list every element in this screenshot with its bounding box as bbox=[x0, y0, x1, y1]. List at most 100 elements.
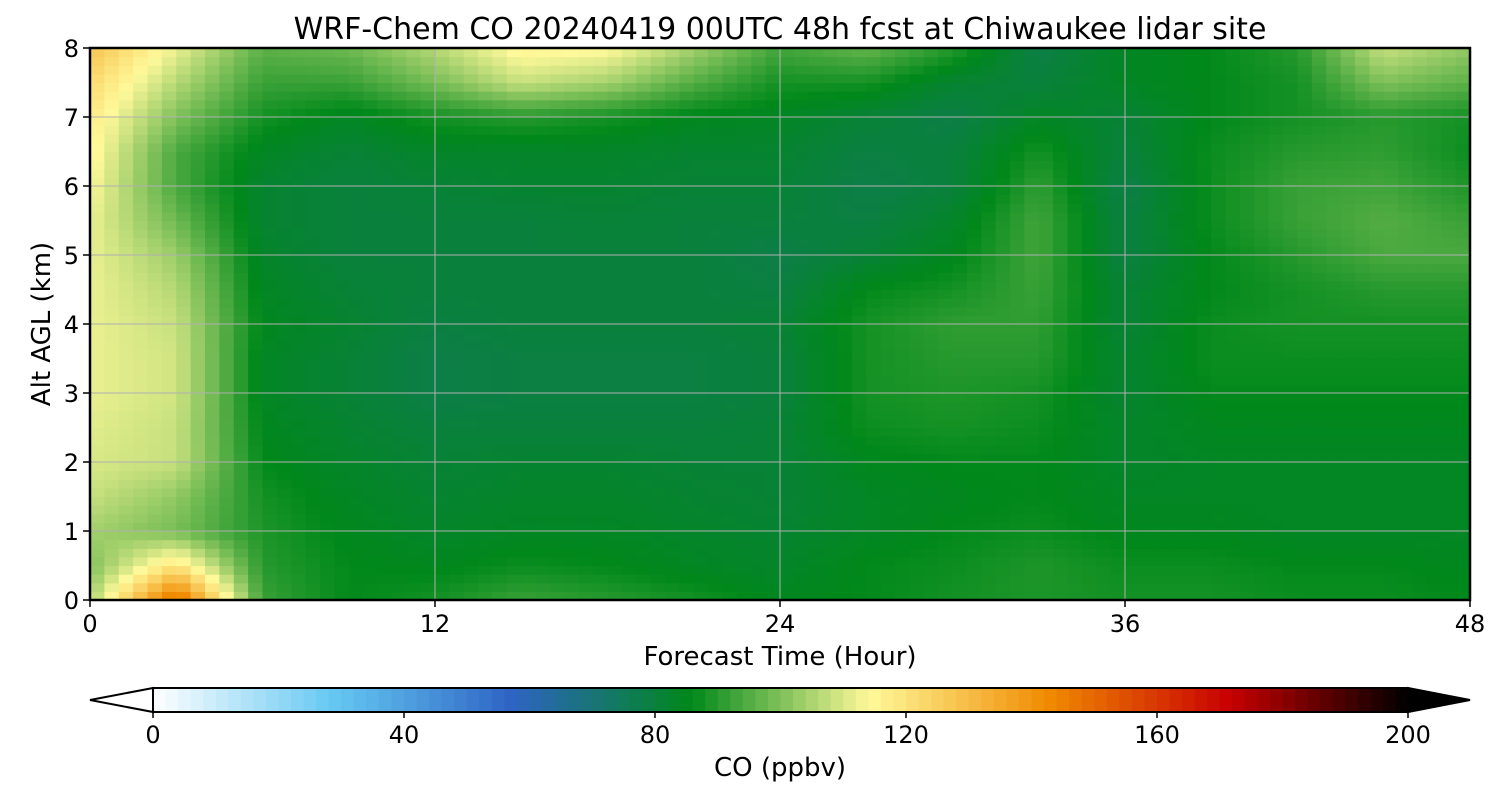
heatmap-cell bbox=[550, 436, 565, 446]
heatmap-cell bbox=[866, 255, 882, 265]
heatmap-cell bbox=[363, 298, 379, 308]
heatmap-cell bbox=[1268, 401, 1284, 411]
heatmap-cell bbox=[1168, 177, 1184, 187]
heatmap-cell bbox=[348, 298, 364, 308]
heatmap-cell bbox=[305, 280, 321, 291]
heatmap-cell bbox=[1455, 401, 1471, 411]
heatmap-cell bbox=[118, 427, 134, 437]
heatmap-cell bbox=[751, 315, 767, 325]
heatmap-cell bbox=[449, 556, 465, 567]
heatmap-cell bbox=[1053, 229, 1069, 239]
heatmap-cell bbox=[161, 453, 177, 463]
heatmap-cell bbox=[1024, 418, 1040, 429]
heatmap-cell bbox=[1254, 306, 1270, 316]
heatmap-cell bbox=[808, 160, 824, 170]
heatmap-cell bbox=[650, 470, 666, 480]
heatmap-cell bbox=[607, 556, 623, 567]
heatmap-cell bbox=[1038, 289, 1054, 299]
heatmap-cell bbox=[1254, 151, 1270, 161]
heatmap-cell bbox=[492, 453, 508, 463]
heatmap-cell bbox=[895, 168, 910, 178]
heatmap-cell bbox=[650, 263, 666, 273]
heatmap-cell bbox=[564, 298, 580, 308]
heatmap-cell bbox=[449, 401, 465, 411]
heatmap-cell bbox=[981, 582, 997, 592]
heatmap-cell bbox=[1240, 496, 1255, 506]
heatmap-cell bbox=[593, 410, 609, 420]
heatmap-cell bbox=[363, 574, 379, 584]
heatmap-cell bbox=[348, 548, 364, 558]
heatmap-cell bbox=[665, 574, 680, 584]
heatmap-cell bbox=[823, 349, 839, 360]
heatmap-cell bbox=[1081, 194, 1097, 204]
heatmap-cell bbox=[1024, 280, 1040, 291]
heatmap-cell bbox=[1211, 591, 1227, 601]
heatmap-cell bbox=[1340, 289, 1356, 299]
heatmap-cell bbox=[506, 418, 522, 429]
heatmap-cell bbox=[1283, 263, 1299, 273]
heatmap-cell bbox=[693, 565, 709, 575]
heatmap-cell bbox=[995, 496, 1011, 506]
heatmap-cell bbox=[621, 539, 637, 549]
heatmap-cell bbox=[851, 470, 867, 480]
heatmap-cell bbox=[1254, 539, 1270, 549]
heatmap-cell bbox=[1340, 194, 1356, 204]
heatmap-cell bbox=[923, 263, 939, 273]
heatmap-cell bbox=[478, 194, 494, 204]
heatmap-cell bbox=[751, 220, 767, 230]
heatmap-cell bbox=[794, 229, 810, 239]
heatmap-cell bbox=[291, 444, 307, 454]
heatmap-cell bbox=[736, 479, 752, 489]
heatmap-cell bbox=[1010, 160, 1025, 170]
heatmap-cell bbox=[233, 151, 249, 161]
heatmap-cell bbox=[90, 427, 105, 437]
heatmap-cell bbox=[320, 203, 335, 213]
heatmap-cell bbox=[607, 427, 623, 437]
heatmap-cell bbox=[1182, 375, 1198, 385]
heatmap-cell bbox=[952, 410, 968, 420]
heatmap-cell bbox=[909, 186, 925, 196]
heatmap-cell bbox=[550, 194, 565, 204]
heatmap-cell bbox=[621, 470, 637, 480]
heatmap-cell bbox=[751, 470, 767, 480]
heatmap-cell bbox=[1081, 565, 1097, 575]
heatmap-cell bbox=[1182, 289, 1198, 299]
heatmap-cell bbox=[276, 401, 292, 411]
heatmap-cell bbox=[276, 505, 292, 515]
heatmap-cell bbox=[463, 410, 479, 420]
heatmap-cell bbox=[334, 436, 350, 446]
heatmap-cell bbox=[391, 349, 407, 360]
heatmap-cell bbox=[391, 548, 407, 558]
heatmap-cell bbox=[981, 513, 997, 523]
heatmap-cell bbox=[866, 160, 882, 170]
heatmap-cell bbox=[1398, 168, 1414, 178]
heatmap-cell bbox=[190, 548, 206, 558]
heatmap-cell bbox=[895, 194, 910, 204]
heatmap-cell bbox=[276, 556, 292, 567]
heatmap-cell bbox=[808, 263, 824, 273]
heatmap-cell bbox=[406, 298, 422, 308]
heatmap-cell bbox=[320, 470, 335, 480]
heatmap-cell bbox=[1182, 556, 1198, 567]
heatmap-cell bbox=[1369, 194, 1385, 204]
heatmap-cell bbox=[161, 393, 177, 403]
heatmap-cell bbox=[478, 220, 494, 230]
heatmap-cell bbox=[420, 177, 436, 187]
heatmap-cell bbox=[1326, 513, 1342, 523]
heatmap-cell bbox=[823, 393, 839, 403]
heatmap-cell bbox=[1240, 160, 1255, 170]
heatmap-cell bbox=[435, 470, 450, 480]
heatmap-cell bbox=[320, 160, 335, 170]
heatmap-cell bbox=[722, 393, 738, 403]
heatmap-cell bbox=[981, 255, 997, 265]
heatmap-cell bbox=[736, 263, 752, 273]
heatmap-cell bbox=[391, 306, 407, 316]
heatmap-cell bbox=[895, 522, 910, 532]
heatmap-cell bbox=[248, 401, 264, 411]
heatmap-cell bbox=[147, 539, 163, 549]
heatmap-cell bbox=[348, 315, 364, 325]
heatmap-cell bbox=[1383, 453, 1399, 463]
heatmap-cell bbox=[506, 349, 522, 360]
heatmap-cell bbox=[176, 384, 192, 394]
heatmap-cell bbox=[1081, 556, 1097, 567]
